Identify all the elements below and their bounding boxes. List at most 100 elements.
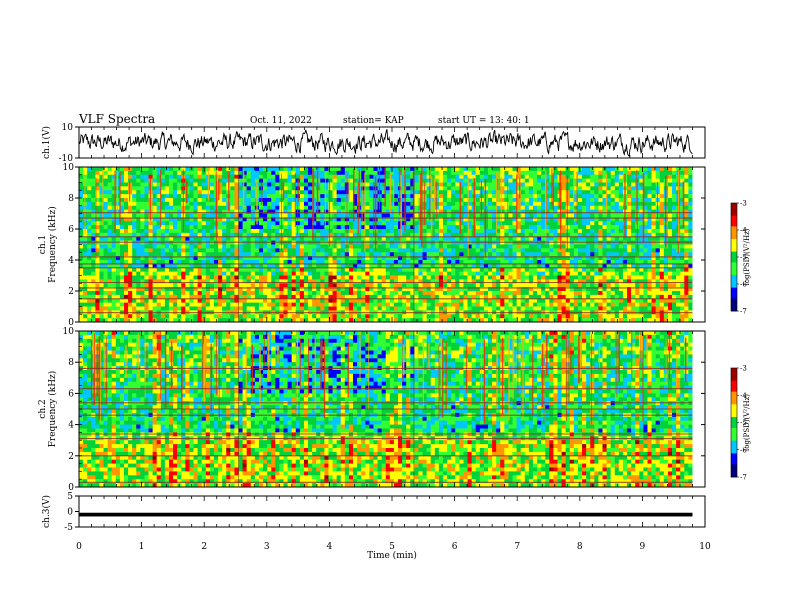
ch1-spectrogram-cell (243, 314, 247, 318)
ch1-spectrogram-cell (451, 202, 455, 206)
ch1-spectrogram-cell (198, 252, 202, 256)
ch1-spectrogram-cell (566, 272, 570, 276)
ch1-spectrogram-cell (394, 202, 398, 206)
ch1-spectrogram-cell (394, 221, 398, 225)
ch1-spectrogram-cell (226, 314, 230, 318)
ch1-spectrogram-cell (517, 276, 521, 280)
ch1-spectrogram-cell (455, 183, 459, 187)
ch1-spectrogram-cell (353, 248, 357, 252)
ch1-spectrogram-cell (558, 248, 562, 252)
ch1-spectrogram-cell (463, 225, 467, 229)
ch1-spectrogram-cell (537, 206, 541, 210)
ch1-spectrogram-cell (382, 314, 386, 318)
ch1-spectrogram-cell (136, 186, 140, 190)
ch1-spectrogram-cell (353, 237, 357, 241)
ch1-spectrogram-cell (239, 202, 243, 206)
ch1-spectrogram-cell (537, 245, 541, 249)
ch1-spectrogram-cell (283, 283, 287, 287)
ch1-spectrogram-cell (87, 190, 91, 194)
ch1-spectrogram-cell (226, 214, 230, 218)
ch1-spectrogram-cell (189, 314, 193, 318)
ch1-spectrogram-cell (271, 186, 275, 190)
ch1-spectrogram-cell (402, 225, 406, 229)
ch1-spectrogram-cell (390, 291, 394, 295)
ch1-spectrogram-cell (267, 206, 271, 210)
ch1-spectrogram-cell (369, 268, 373, 272)
ch1-spectrogram-cell (402, 183, 406, 187)
ch1-spectrogram-cell (468, 314, 472, 318)
ch1-spectrogram-cell (423, 268, 427, 272)
ch1-spectrogram-cell (234, 245, 238, 249)
ch1-spectrogram-cell (562, 175, 566, 179)
ch1-spectrogram-cell (283, 241, 287, 245)
ch1-spectrogram-cell (447, 237, 451, 241)
ch1-spectrogram-cell (296, 241, 300, 245)
ch1-spectrogram-cell (165, 299, 169, 303)
ch1-spectrogram-cell (149, 307, 153, 311)
ch1-spectrogram-cell (382, 225, 386, 229)
ch1-spectrogram-cell (553, 183, 557, 187)
ch1-spectrogram-cell (566, 194, 570, 198)
ch1-spectrogram-cell (406, 175, 410, 179)
ch1-spectrogram-cell (194, 210, 198, 214)
ch1-spectrogram-cell (529, 245, 533, 249)
ch1-spectrogram-cell (459, 299, 463, 303)
ch1-spectrogram-cell (537, 237, 541, 241)
ch1-spectrogram-cell (341, 186, 345, 190)
ch1-spectrogram-cell (91, 229, 95, 233)
ch1-spectrogram-cell (259, 276, 263, 280)
ch1-spectrogram-cell (492, 229, 496, 233)
ch1-spectrogram-cell (83, 303, 87, 307)
ch1-spectrogram-cell (316, 221, 320, 225)
ch1-spectrogram-cell (169, 183, 173, 187)
ch1-spectrogram-cell (304, 276, 308, 280)
ch1-spectrogram-cell (116, 291, 120, 295)
ch1-spectrogram-cell (243, 210, 247, 214)
ch1-spectrogram-cell (173, 241, 177, 245)
ch1-spectrogram-cell (165, 175, 169, 179)
ch1-spectrogram-cell (562, 248, 566, 252)
ch1-spectrogram-cell (169, 194, 173, 198)
ch1-spectrogram-cell (95, 171, 99, 175)
ch1-spectrogram-cell (513, 314, 517, 318)
ch1-spectrogram-cell (320, 241, 324, 245)
ch1-spectrogram-cell (157, 252, 161, 256)
ch1-spectrogram-cell (230, 206, 234, 210)
ch1-spectrogram-cell (525, 171, 529, 175)
ch1-spectrogram-cell (99, 252, 103, 256)
ch1-spectrogram-cell (357, 252, 361, 256)
ch1-spectrogram-cell (251, 194, 255, 198)
ch1-spectrogram-cell (333, 194, 337, 198)
ch1-spectrogram-cell (488, 276, 492, 280)
ch1-spectrogram-cell (296, 175, 300, 179)
ch1-spectrogram-cell (435, 237, 439, 241)
ch1-spectrogram-cell (251, 272, 255, 276)
ch1-spectrogram-cell (443, 206, 447, 210)
ch1-spectrogram-cell (267, 194, 271, 198)
ch1-spectrogram-cell (472, 299, 476, 303)
ch1-spectrogram-cell (574, 183, 578, 187)
ch1-spectrogram-cell (308, 186, 312, 190)
ch1-spectrogram-cell (365, 198, 369, 202)
ch1-spectrogram-cell (431, 268, 435, 272)
ch1-spectrogram-cell (202, 283, 206, 287)
ch1-spectrogram-cell (541, 299, 545, 303)
ch1-spectrogram-cell (91, 171, 95, 175)
ch1-spectrogram-cell (120, 248, 124, 252)
ch1-spectrogram-cell (104, 183, 108, 187)
ch1-spectrogram-cell (341, 175, 345, 179)
ch1-spectrogram-cell (198, 283, 202, 287)
ch1-spectrogram-cell (537, 214, 541, 218)
ch1-spectrogram-cell (157, 303, 161, 307)
ch1-spectrogram-cell (243, 225, 247, 229)
ch1-spectrogram-cell (320, 171, 324, 175)
ch1-spectrogram-cell (202, 229, 206, 233)
ch1-spectrogram-cell (455, 303, 459, 307)
ch1-spectrogram-cell (451, 206, 455, 210)
ch1-spectrogram-cell (128, 307, 132, 311)
ch1-spectrogram-cell (337, 307, 341, 311)
ch1-spectrogram-cell (247, 283, 251, 287)
ch1-spectrogram-cell (91, 248, 95, 252)
ch1-spectrogram-cell (243, 248, 247, 252)
ch1-spectrogram-cell (488, 225, 492, 229)
